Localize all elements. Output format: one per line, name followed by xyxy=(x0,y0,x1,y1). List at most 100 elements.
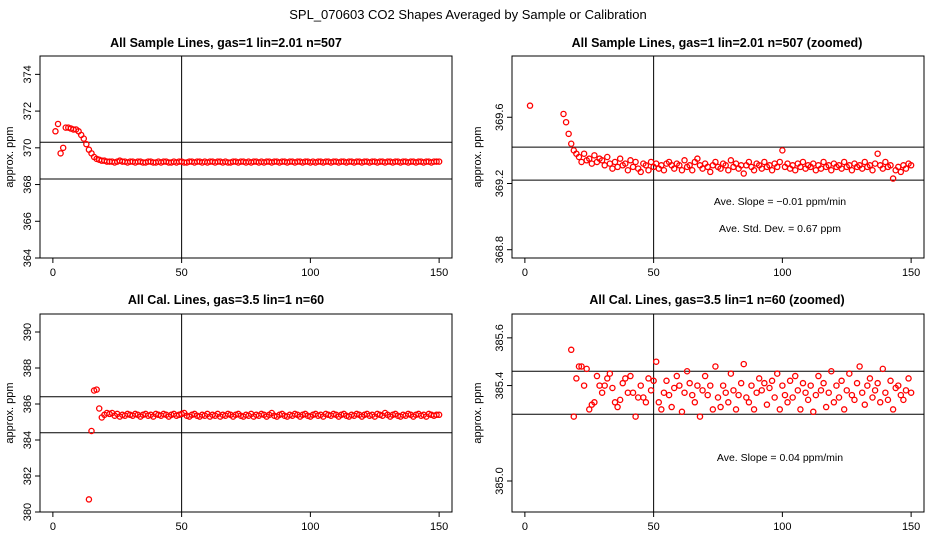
data-point xyxy=(815,372,822,380)
data-point xyxy=(851,396,858,404)
data-point xyxy=(699,387,706,394)
data-point xyxy=(609,384,616,392)
panel-3-x-tick-label: 150 xyxy=(430,521,448,533)
data-point xyxy=(678,166,686,174)
data-point xyxy=(828,368,835,375)
data-point xyxy=(797,406,804,413)
data-point xyxy=(776,406,784,413)
data-point xyxy=(861,401,869,408)
data-point xyxy=(748,382,755,389)
panel-3-y-tick-label: 382 xyxy=(22,467,34,485)
data-point xyxy=(735,391,742,399)
data-point xyxy=(583,365,590,373)
data-point xyxy=(761,158,768,166)
data-point xyxy=(871,387,879,394)
data-point xyxy=(779,147,786,154)
panel-1-y-tick-label: 370 xyxy=(22,139,34,157)
data-point xyxy=(725,399,732,406)
panel-1-y-tick-label: 364 xyxy=(22,249,34,267)
panel-3-x-tick-label: 50 xyxy=(176,521,188,533)
data-point xyxy=(761,379,768,387)
data-point xyxy=(786,377,794,385)
panel-4-points xyxy=(567,346,915,420)
data-point xyxy=(704,391,711,399)
data-point xyxy=(766,384,773,392)
data-point xyxy=(882,158,889,166)
data-point xyxy=(573,375,580,382)
panel-3-y-tick-label: 380 xyxy=(22,503,34,521)
data-point xyxy=(650,377,657,385)
data-point xyxy=(861,158,869,166)
data-point xyxy=(526,102,534,109)
data-point xyxy=(88,427,95,435)
panel-2-x-tick-label: 150 xyxy=(902,267,920,279)
data-point xyxy=(856,363,863,370)
data-point xyxy=(828,166,835,174)
data-point xyxy=(895,382,902,389)
panel-3-points xyxy=(85,386,443,503)
data-point xyxy=(565,130,572,138)
panel-4-y-tick-label: 385.6 xyxy=(494,324,506,352)
panel-3-x-tick-label: 100 xyxy=(301,521,319,533)
data-point xyxy=(619,379,626,387)
data-point xyxy=(676,382,683,389)
panel-2-title: All Sample Lines, gas=1 lin=2.01 n=507 (… xyxy=(572,36,863,50)
data-point xyxy=(879,365,887,373)
panel-4-y-tick-label: 385.4 xyxy=(494,372,506,400)
data-point xyxy=(889,406,897,413)
data-point xyxy=(882,389,889,396)
data-point xyxy=(740,360,748,368)
data-point xyxy=(750,166,758,174)
data-point xyxy=(802,389,809,396)
data-point xyxy=(817,387,825,394)
data-point xyxy=(663,377,670,385)
data-point xyxy=(701,372,709,380)
panel-1: All Sample Lines, gas=1 lin=2.01 n=507 0 5… xyxy=(4,36,453,279)
data-point xyxy=(874,150,881,157)
data-point xyxy=(611,158,619,166)
data-point xyxy=(804,396,812,404)
data-point xyxy=(840,158,848,166)
data-point xyxy=(905,375,912,382)
data-point xyxy=(779,382,786,389)
panel-4: All Cal. Lines, gas=3.5 lin=1 n=60 (zoom… xyxy=(472,293,925,533)
panel-2-y-tick-label: 369.2 xyxy=(494,170,506,198)
panel-1-title: All Sample Lines, gas=1 lin=2.01 n=507 xyxy=(110,36,342,50)
panel-4-y-axis-label: approx. ppm xyxy=(472,382,484,443)
data-point xyxy=(611,399,619,406)
data-point xyxy=(80,135,88,142)
data-point xyxy=(645,375,652,382)
data-point xyxy=(435,158,443,165)
data-point xyxy=(54,120,62,128)
data-point xyxy=(792,166,799,174)
data-point xyxy=(853,379,861,387)
data-point xyxy=(578,158,585,166)
data-point xyxy=(616,155,624,162)
data-point xyxy=(647,387,655,394)
data-point xyxy=(676,162,683,169)
data-point xyxy=(869,394,876,401)
data-point xyxy=(835,394,843,401)
data-point xyxy=(822,403,830,411)
data-point xyxy=(622,160,629,167)
data-point xyxy=(591,152,598,159)
data-point xyxy=(707,382,714,389)
data-point xyxy=(658,406,665,413)
data-point xyxy=(768,166,776,174)
data-point xyxy=(799,379,807,387)
data-point xyxy=(601,162,608,169)
data-point xyxy=(858,389,866,396)
panel-2: All Sample Lines, gas=1 lin=2.01 n=507 (… xyxy=(472,36,925,279)
data-point xyxy=(691,399,699,406)
data-point xyxy=(864,382,871,389)
data-point xyxy=(632,413,639,420)
data-point xyxy=(578,363,585,370)
data-point xyxy=(830,399,838,406)
data-point xyxy=(707,168,714,176)
data-point xyxy=(606,370,614,377)
data-point xyxy=(897,168,905,176)
data-point xyxy=(902,165,910,172)
data-point xyxy=(838,377,845,385)
panel-2-y-tick-label: 368.8 xyxy=(494,236,506,264)
